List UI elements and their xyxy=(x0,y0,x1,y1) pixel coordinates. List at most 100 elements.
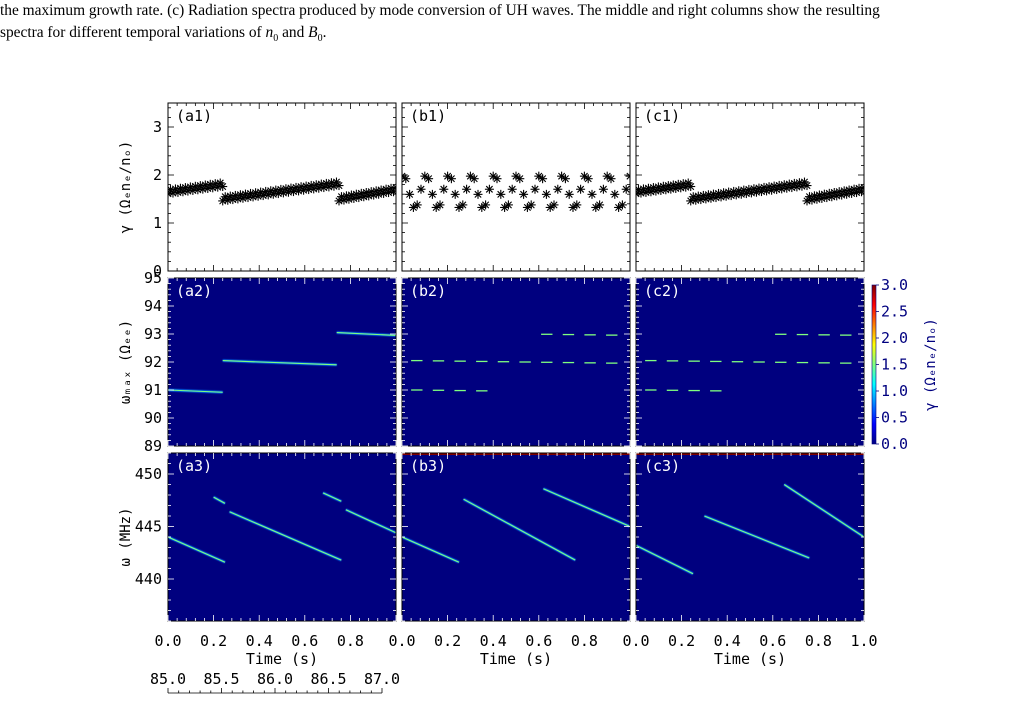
x-tick-label: 0.8 xyxy=(337,632,364,650)
star-marker xyxy=(218,182,228,192)
panel-label: (a2) xyxy=(176,282,212,300)
star-marker xyxy=(587,189,597,199)
panel-content xyxy=(402,171,630,212)
colorbar-tick-label: 1.5 xyxy=(881,356,908,374)
x-tick-label: 0.2 xyxy=(200,632,227,650)
panel-background xyxy=(636,278,864,446)
star-marker xyxy=(402,174,411,184)
secondary-tick-label: 87.0 xyxy=(364,670,400,688)
star-marker xyxy=(412,200,422,210)
panel-label: (a3) xyxy=(176,457,212,475)
star-marker xyxy=(553,184,563,194)
caption-n-subscript: 0 xyxy=(273,33,279,45)
colorbar-tick-label: 1.0 xyxy=(881,382,908,400)
star-marker xyxy=(458,200,468,210)
panel-label: (c2) xyxy=(644,282,680,300)
star-marker xyxy=(519,189,529,199)
panel-content xyxy=(645,333,852,392)
x-tick-label: 0.2 xyxy=(434,632,461,650)
x-tick-label: 0.6 xyxy=(525,632,552,650)
star-marker xyxy=(595,200,605,210)
colorbar-tick-label: 2.0 xyxy=(881,329,908,347)
top-edge-strip xyxy=(402,453,630,455)
secondary-tick-label: 86.0 xyxy=(257,670,293,688)
x-tick-label: 0.0 xyxy=(622,632,649,650)
star-marker xyxy=(572,200,582,210)
star-marker xyxy=(515,174,525,184)
star-marker xyxy=(541,189,551,199)
secondary-tick-label: 85.5 xyxy=(203,670,239,688)
y-tick-label: 1 xyxy=(153,214,162,232)
spectral-trace xyxy=(543,488,630,528)
panel-background xyxy=(402,453,630,621)
spectral-trace xyxy=(229,511,342,561)
panels-layer: (a1) (b1) (c1) (a2) (b2) (c2) (a3) (b3) (c3) xyxy=(167,102,865,622)
y-tick-label: 2 xyxy=(153,166,162,184)
panel-a2: (a2) xyxy=(167,277,397,447)
panel-background xyxy=(636,453,864,621)
star-marker xyxy=(450,189,460,199)
star-marker xyxy=(598,184,608,194)
star-marker xyxy=(511,171,521,181)
y-tick-label: 92 xyxy=(144,353,162,371)
star-marker xyxy=(496,189,506,199)
x-tick-label: 0.6 xyxy=(759,632,786,650)
x-tick-label: 0.4 xyxy=(480,632,507,650)
star-marker xyxy=(526,200,536,210)
panel-content xyxy=(168,331,396,394)
secondary-tick-label: 86.5 xyxy=(310,670,346,688)
x-tick-label: 0.8 xyxy=(571,632,598,650)
y-tick-label: 450 xyxy=(135,465,162,483)
x-axis-label: Time (s) xyxy=(246,650,318,668)
panel-background xyxy=(168,453,396,621)
star-marker xyxy=(507,184,517,194)
star-marker xyxy=(564,189,574,199)
star-marker xyxy=(484,184,494,194)
y-axis-label: ωₘₐₓ (Ωₑₑ) xyxy=(118,320,134,404)
star-marker xyxy=(549,200,559,210)
panel-label: (c1) xyxy=(644,107,680,125)
y-axis-label: γ (Ωₑnₑ/nₒ) xyxy=(118,141,134,234)
panel-content xyxy=(636,453,864,575)
star-marker xyxy=(424,174,434,184)
spectral-trace xyxy=(345,509,396,534)
y-tick-label: 0 xyxy=(153,262,162,280)
star-marker xyxy=(391,182,396,192)
star-marker xyxy=(439,184,449,194)
panel-label: (a1) xyxy=(176,107,212,125)
panel-content xyxy=(411,333,618,392)
star-marker xyxy=(492,174,502,184)
star-marker xyxy=(473,189,483,199)
spectral-trace xyxy=(463,498,576,561)
star-marker xyxy=(686,182,696,192)
star-marker xyxy=(405,189,415,199)
star-marker xyxy=(621,184,630,194)
spectral-trace xyxy=(168,389,223,393)
colorbar-tick-label: 2.5 xyxy=(881,303,908,321)
panel-label: (c3) xyxy=(644,457,680,475)
colorbar xyxy=(871,284,877,445)
caption-b-symbol: B xyxy=(308,24,318,41)
caption-b-subscript: 0 xyxy=(317,33,323,45)
caption-line-2: spectra for different temporal variation… xyxy=(0,22,1035,50)
y-tick-label: 89 xyxy=(144,437,162,455)
y-tick-label: 90 xyxy=(144,409,162,427)
panel-content xyxy=(168,177,396,206)
star-marker xyxy=(625,171,630,181)
star-marker xyxy=(857,187,864,197)
colorbar-tick-label: 0.0 xyxy=(881,435,908,453)
star-marker xyxy=(334,181,344,191)
panel-content xyxy=(168,491,396,564)
secondary-tick-label: 85.0 xyxy=(150,670,186,688)
y-axis-label: ω (MHz) xyxy=(118,507,134,566)
star-marker xyxy=(576,184,586,194)
caption-line-1: the maximum growth rate. (c) Radiation s… xyxy=(0,2,880,19)
y-tick-label: 3 xyxy=(153,118,162,136)
caption-and: and xyxy=(278,24,309,41)
x-axis-label: Time (s) xyxy=(714,650,786,668)
star-marker xyxy=(560,174,570,184)
panel-c3: (c3) xyxy=(635,452,865,622)
figure-caption: the maximum growth rate. (c) Radiation s… xyxy=(0,0,1035,50)
axes-layer: 0 1 2 3 γ (Ωₑnₑ/nₒ) 89 90 91 92 93 94 95 ωₘₐₓ (Ωₑₑ) 4… xyxy=(118,118,939,694)
